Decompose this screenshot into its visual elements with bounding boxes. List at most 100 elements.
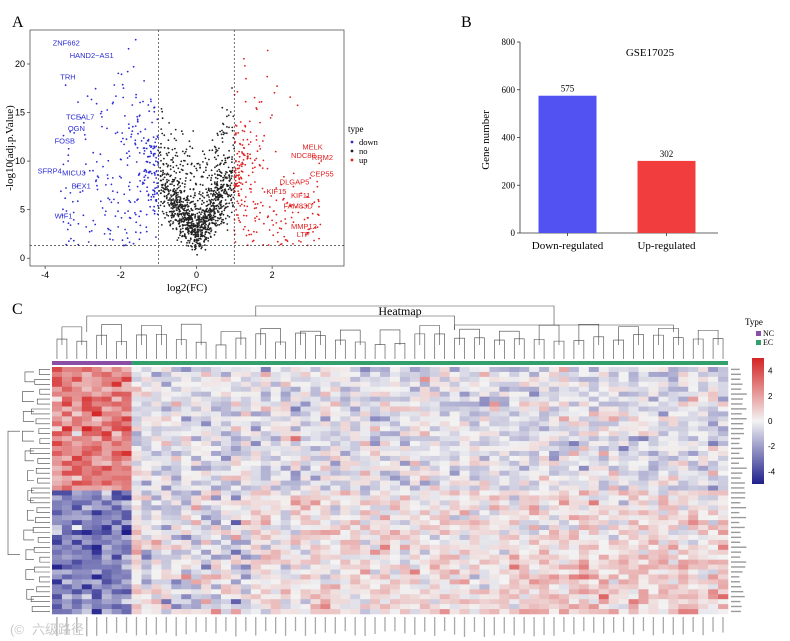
heatmap-cell: [449, 515, 460, 521]
volcano-point: [176, 194, 179, 196]
heatmap-cell: [171, 391, 182, 397]
heatmap-cell: [131, 554, 142, 560]
heatmap-cell: [141, 534, 152, 541]
volcano-point: [175, 194, 178, 197]
heatmap-cell: [399, 525, 411, 531]
heatmap-cell: [181, 450, 192, 457]
heatmap-cell: [390, 534, 401, 541]
heatmap-cell: [529, 495, 540, 501]
heatmap-cell: [201, 505, 212, 511]
heatmap-cell: [201, 371, 212, 378]
heatmap-cell: [61, 470, 73, 476]
heatmap-cell: [509, 470, 520, 476]
heatmap-cell: [549, 500, 560, 506]
heatmap-cell: [688, 436, 699, 442]
heatmap-cell: [658, 579, 669, 585]
heatmap-cell: [360, 505, 371, 511]
heatmap-cell: [350, 490, 361, 496]
heatmap-cell: [459, 579, 470, 585]
heatmap-cell: [121, 470, 132, 476]
heatmap-cell: [399, 589, 411, 595]
volcano-point: [174, 177, 177, 179]
volcano-x-label: log2(FC): [167, 282, 208, 294]
volcano-point: [220, 187, 223, 189]
heatmap-cell: [698, 406, 709, 412]
heatmap-cell: [310, 510, 321, 516]
bar-1: [637, 160, 696, 233]
heatmap-cell: [290, 401, 301, 407]
heatmap-cell: [698, 460, 709, 467]
volcano-point: [208, 149, 211, 152]
heatmap-cell: [618, 510, 629, 516]
dendro-branch: [141, 325, 162, 345]
legend-up-marker: [350, 158, 354, 162]
heatmap-cell: [568, 446, 580, 452]
volcano-point: [86, 95, 89, 97]
volcano-point: [235, 176, 237, 178]
volcano-point: [183, 159, 185, 162]
heatmap-cell: [409, 376, 421, 383]
heatmap-cell: [648, 406, 659, 412]
volcano-point: [172, 161, 175, 164]
volcano-point: [303, 218, 306, 221]
heatmap-cell: [71, 500, 83, 506]
heatmap-cell: [201, 406, 212, 412]
volcano-point: [165, 213, 168, 216]
heatmap-cell: [479, 381, 490, 388]
heatmap-cell: [260, 485, 271, 491]
heatmap-cell: [52, 534, 63, 541]
heatmap-cell: [260, 495, 271, 501]
heatmap-cell: [718, 554, 729, 560]
heatmap-cell: [121, 544, 132, 551]
heatmap-cell: [161, 574, 172, 580]
heatmap-cell: [121, 534, 132, 541]
heatmap-cell: [419, 371, 431, 378]
heatmap-cell: [588, 530, 600, 536]
heatmap-cell: [101, 376, 112, 383]
heatmap-cell: [449, 386, 460, 392]
heatmap-cell: [201, 530, 212, 536]
volcano-point: [196, 199, 199, 202]
heatmap-cell: [181, 436, 192, 442]
heatmap-cells: [52, 367, 729, 615]
heatmap-cell: [270, 401, 281, 407]
heatmap-cell: [370, 446, 381, 452]
heatmap-cell: [419, 534, 431, 541]
heatmap-cell: [161, 525, 172, 531]
heatmap-cell: [698, 441, 709, 447]
heatmap-cell: [81, 544, 93, 551]
heatmap-cell: [201, 441, 212, 447]
heatmap-cell: [459, 396, 470, 402]
volcano-point: [224, 159, 227, 162]
volcano-point: [160, 108, 163, 110]
heatmap-cell: [688, 450, 699, 457]
heatmap-cell: [648, 584, 659, 590]
heatmap-cell: [479, 406, 490, 412]
volcano-point: [195, 233, 198, 236]
heatmap-cell: [429, 436, 440, 442]
heatmap-cell: [71, 480, 83, 486]
heatmap-cell: [688, 475, 699, 481]
volcano-point: [211, 222, 214, 225]
heatmap-cell: [578, 421, 590, 427]
heatmap-cell: [529, 367, 540, 373]
heatmap-cell: [578, 371, 590, 378]
down-gene-label: WIF1: [55, 211, 73, 220]
volcano-point: [275, 199, 278, 202]
heatmap-cell: [489, 475, 500, 481]
heatmap-cell: [529, 515, 540, 521]
heatmap-cell: [101, 574, 112, 580]
heatmap-cell: [230, 441, 242, 447]
heatmap-cell: [121, 574, 132, 580]
heatmap-cell: [568, 549, 580, 556]
heatmap-cell: [181, 470, 192, 476]
heatmap-cell: [270, 426, 281, 432]
volcano-point: [254, 159, 256, 162]
heatmap-cell: [52, 539, 63, 546]
heatmap-cell: [479, 554, 490, 560]
heatmap-cell: [101, 391, 112, 397]
heatmap-cell: [240, 381, 252, 388]
volcano-point: [161, 132, 164, 135]
heatmap-cell: [350, 436, 361, 442]
heatmap-cell: [668, 475, 679, 481]
